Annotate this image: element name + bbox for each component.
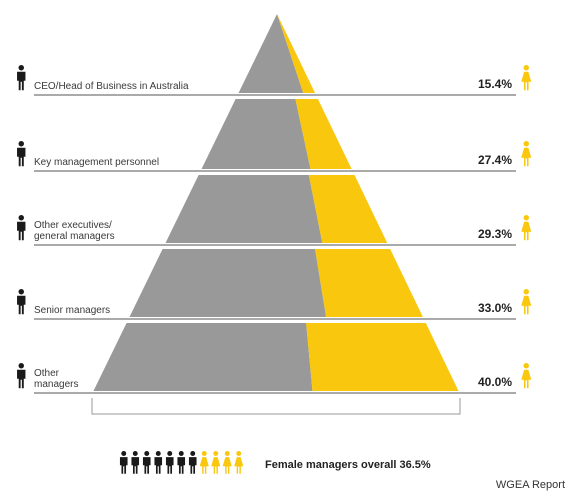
tier-percentage: 15.4%	[478, 77, 512, 91]
pyramid-base-bracket	[91, 398, 461, 415]
summary-icon-row	[119, 451, 244, 474]
woman-icon	[222, 451, 232, 474]
tier-label: CEO/Head of Business in Australia	[34, 81, 189, 92]
tier-male-share	[238, 14, 304, 93]
man-icon	[177, 451, 186, 474]
tier-label: Key management personnel	[34, 157, 159, 168]
man-icon	[165, 451, 174, 474]
tier-label: Other executives/	[34, 220, 112, 231]
tier-label: Other	[34, 368, 60, 379]
tier-labels: CEO/Head of Business in Australia Key man…	[34, 81, 189, 390]
tier-percentage: 40.0%	[478, 375, 512, 389]
tier-dividers	[34, 94, 516, 394]
male-icons	[17, 65, 26, 389]
tier-male-share	[165, 175, 323, 243]
woman-icon	[521, 141, 532, 167]
man-icon	[17, 215, 26, 241]
tier-male-share	[129, 249, 327, 317]
man-icon	[119, 451, 128, 474]
summary-text: Female managers overall 36.5%	[265, 459, 431, 471]
tier-label: general managers	[34, 231, 115, 242]
man-icon	[17, 65, 26, 91]
woman-icon	[211, 451, 221, 474]
source-credit: WGEA Report	[496, 479, 565, 491]
tier-female-share	[308, 175, 388, 243]
tier-percentage: 27.4%	[478, 153, 512, 167]
tier-percentage: 29.3%	[478, 227, 512, 241]
man-icon	[131, 451, 140, 474]
tier-male-share	[201, 99, 311, 169]
tier-percentages: 15.4% 27.4% 29.3% 33.0% 40.0%	[478, 77, 512, 389]
woman-icon	[521, 289, 532, 315]
man-icon	[17, 141, 26, 167]
tier-female-share	[277, 14, 316, 93]
tier-male-share	[93, 323, 313, 391]
man-icon	[188, 451, 197, 474]
man-icon	[17, 289, 26, 315]
man-icon	[142, 451, 151, 474]
man-icon	[154, 451, 163, 474]
tier-female-share	[295, 99, 352, 169]
pyramid-tiers	[93, 14, 459, 391]
woman-icon	[521, 65, 532, 91]
man-icon	[17, 363, 26, 389]
woman-icon	[234, 451, 244, 474]
woman-icon	[521, 363, 532, 389]
female-icons	[521, 65, 532, 389]
tier-female-share	[306, 323, 459, 391]
woman-icon	[521, 215, 532, 241]
tier-female-share	[315, 249, 423, 317]
tier-percentage: 33.0%	[478, 301, 512, 315]
tier-label: Senior managers	[34, 305, 110, 316]
tier-label: managers	[34, 379, 78, 390]
woman-icon	[199, 451, 209, 474]
